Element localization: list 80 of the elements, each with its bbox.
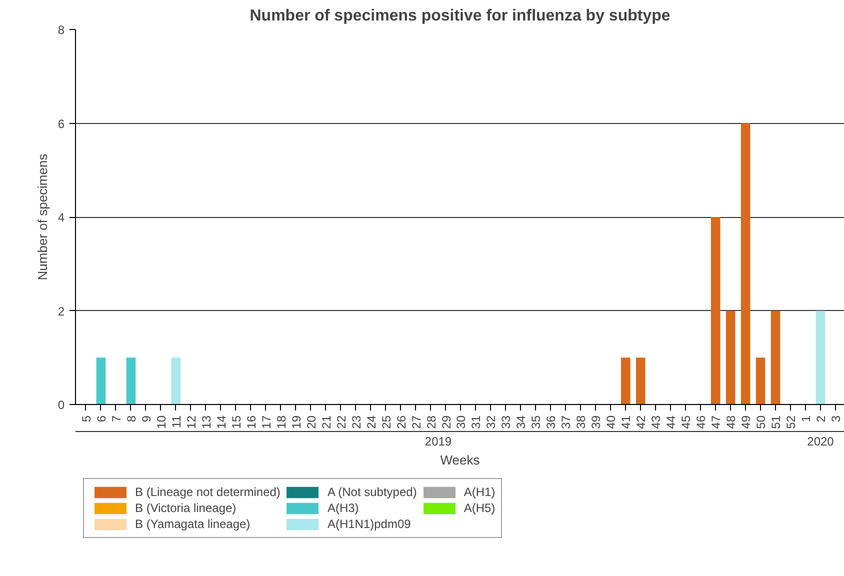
x-tick-label: 13 bbox=[199, 415, 214, 429]
x-tick-label: 33 bbox=[499, 415, 514, 429]
x-tick-label: 40 bbox=[604, 415, 618, 429]
bar bbox=[756, 358, 766, 404]
x-tick-label: 18 bbox=[274, 415, 288, 429]
x-tick-label: 19 bbox=[289, 415, 304, 429]
x-tick-label: 38 bbox=[574, 415, 588, 429]
legend-label: A (Not subtyped) bbox=[327, 485, 417, 499]
text: 2019 bbox=[424, 434, 452, 448]
bar bbox=[96, 358, 106, 404]
x-tick-label: 2 bbox=[814, 415, 828, 422]
x-tick-label: 48 bbox=[724, 415, 738, 429]
chart-title: Number of specimens positive for influenza by subtype bbox=[250, 8, 670, 24]
x-tick-label: 44 bbox=[664, 415, 678, 429]
x-tick-label: 39 bbox=[589, 415, 604, 429]
x-tick-label: 17 bbox=[259, 415, 274, 429]
x-tick-label: 36 bbox=[544, 415, 558, 429]
y-tick-label: 0 bbox=[58, 398, 65, 412]
x-tick-label: 1 bbox=[799, 415, 814, 422]
y-tick-label: 4 bbox=[58, 210, 65, 224]
x-tick-label: 7 bbox=[109, 415, 124, 422]
x-tick-label: 42 bbox=[634, 415, 648, 429]
bar bbox=[620, 358, 630, 404]
x-tick-label: 26 bbox=[394, 415, 408, 429]
x-tick-label: 34 bbox=[514, 415, 528, 429]
x-tick-label: 16 bbox=[244, 415, 258, 429]
text: 2020 bbox=[807, 434, 834, 448]
x-tick-label: 52 bbox=[784, 415, 798, 429]
x-tick-label: 25 bbox=[379, 415, 394, 429]
x-tick-label: 46 bbox=[694, 415, 708, 429]
x-tick-label: 32 bbox=[484, 415, 498, 429]
x-tick-label: 47 bbox=[709, 415, 724, 429]
x-tick-label: 12 bbox=[184, 415, 198, 429]
legend-label: A(H3) bbox=[327, 501, 359, 515]
x-tick-label: 27 bbox=[409, 415, 424, 429]
legend-label: A(H5) bbox=[464, 501, 496, 515]
x-tick-label: 45 bbox=[679, 415, 694, 429]
x-tick-label: 5 bbox=[79, 415, 94, 422]
x-tick-label: 23 bbox=[349, 415, 364, 429]
x-tick-label: 3 bbox=[829, 415, 844, 422]
x-tick-label: 43 bbox=[649, 415, 664, 429]
x-tick-label: 20 bbox=[304, 415, 318, 429]
x-tick-label: 6 bbox=[94, 415, 108, 422]
bar bbox=[740, 123, 750, 404]
bar bbox=[816, 310, 826, 404]
y-axis-title: Number of specimens bbox=[34, 153, 50, 280]
bar bbox=[770, 310, 780, 404]
bar bbox=[171, 358, 181, 404]
x-tick-label: 24 bbox=[364, 415, 378, 429]
x-tick-label: 51 bbox=[769, 415, 784, 429]
x-tick-label: 14 bbox=[214, 415, 228, 429]
x-tick-label: 37 bbox=[559, 415, 574, 429]
legend-label: A(H1N1)pdm09 bbox=[327, 517, 411, 531]
legend-label: B (Victoria lineage) bbox=[135, 501, 236, 515]
x-tick-label: 10 bbox=[154, 415, 168, 429]
x-tick-label: 8 bbox=[124, 415, 138, 422]
x-tick-label: 21 bbox=[319, 415, 334, 429]
x-tick-label: 15 bbox=[229, 415, 244, 429]
x-tick-label: 49 bbox=[739, 415, 754, 429]
bar bbox=[126, 358, 136, 404]
legend-label: B (Lineage not determined) bbox=[135, 485, 280, 499]
x-tick-label: 31 bbox=[469, 415, 484, 429]
legend-label: A(H1) bbox=[464, 485, 496, 499]
bar bbox=[726, 310, 736, 404]
x-tick-label: 50 bbox=[754, 415, 768, 429]
x-tick-label: 29 bbox=[439, 415, 454, 429]
x-tick-label: 11 bbox=[169, 415, 184, 428]
x-tick-label: 9 bbox=[139, 415, 154, 422]
y-tick-label: 2 bbox=[58, 304, 65, 318]
y-tick-label: 6 bbox=[58, 116, 65, 131]
x-tick-label: 30 bbox=[454, 415, 468, 429]
y-tick-label: 8 bbox=[58, 23, 65, 37]
x-tick-label: 22 bbox=[334, 415, 348, 429]
bar bbox=[636, 358, 646, 404]
x-axis-title: Weeks bbox=[440, 452, 480, 468]
legend-label: B (Yamagata lineage) bbox=[135, 517, 250, 531]
x-tick-label: 35 bbox=[529, 415, 544, 429]
x-tick-label: 41 bbox=[619, 415, 634, 429]
x-tick-label: 28 bbox=[424, 415, 438, 429]
bar bbox=[710, 217, 720, 404]
